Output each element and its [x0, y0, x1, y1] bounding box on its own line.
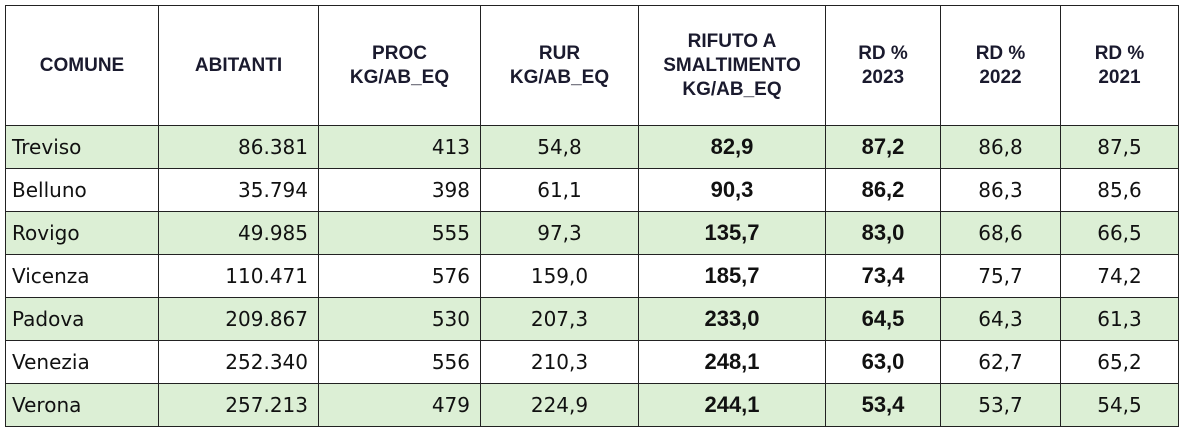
value-cell: 135,7 — [638, 211, 826, 255]
value-cell: 159,0 — [480, 254, 639, 298]
header-text: COMUNE — [39, 54, 125, 76]
header-cell: RIFUTO A SMALTIMENTO KG/AB_EQ — [638, 5, 826, 126]
header-text: KG/AB_EQ — [682, 78, 782, 100]
header-text: RD % — [1094, 42, 1145, 64]
value-cell: 61,3 — [1060, 297, 1179, 341]
value-cell: 207,3 — [480, 297, 639, 341]
value-cell: 65,2 — [1060, 340, 1179, 384]
table-row: Verona 257.213 479 224,9 244,1 53,4 53,7 54,5 — [5, 383, 1179, 427]
value-cell: 233,0 — [638, 297, 826, 341]
value-cell: 68,6 — [940, 211, 1061, 255]
header-cell: PROC KG/AB_EQ — [318, 5, 481, 126]
header-cell: RD % 2021 — [1060, 5, 1179, 126]
header-text: SMALTIMENTO — [663, 54, 801, 76]
header-text: RD % — [975, 42, 1026, 64]
value-cell: 110.471 — [158, 254, 319, 298]
header-text: ABITANTI — [194, 54, 283, 76]
header-cell: RD % 2022 — [940, 5, 1061, 126]
value-cell: 87,2 — [825, 125, 941, 169]
value-cell: 73,4 — [825, 254, 941, 298]
value-cell: 530 — [318, 297, 481, 341]
value-cell: 248,1 — [638, 340, 826, 384]
table-row: Vicenza 110.471 576 159,0 185,7 73,4 75,7 74,2 — [5, 254, 1179, 298]
value-cell: 185,7 — [638, 254, 826, 298]
header-cell: RD % 2023 — [825, 5, 941, 126]
value-cell: 210,3 — [480, 340, 639, 384]
value-cell: 86.381 — [158, 125, 319, 169]
value-cell: 86,3 — [940, 168, 1061, 212]
value-cell: 53,7 — [940, 383, 1061, 427]
city-cell: Rovigo — [5, 211, 159, 255]
value-cell: 576 — [318, 254, 481, 298]
header-row: COMUNE ABITANTI PROC KG/AB_EQ RUR KG/AB_EQ RIF… — [5, 5, 1179, 126]
city-cell: Treviso — [5, 125, 159, 169]
header-text: PROC — [372, 42, 427, 64]
value-cell: 479 — [318, 383, 481, 427]
data-table: COMUNE ABITANTI PROC KG/AB_EQ RUR KG/AB_EQ RIF… — [5, 5, 1179, 427]
city-cell: Padova — [5, 297, 159, 341]
table-row: Padova 209.867 530 207,3 233,0 64,5 64,3 61,3 — [5, 297, 1179, 341]
value-cell: 252.340 — [158, 340, 319, 384]
city-cell: Belluno — [5, 168, 159, 212]
table-body: Treviso 86.381 413 54,8 82,9 87,2 86,8 87,5 Bell… — [5, 125, 1179, 427]
value-cell: 90,3 — [638, 168, 826, 212]
table-row: Treviso 86.381 413 54,8 82,9 87,2 86,8 87,5 — [5, 125, 1179, 169]
value-cell: 63,0 — [825, 340, 941, 384]
value-cell: 85,6 — [1060, 168, 1179, 212]
value-cell: 74,2 — [1060, 254, 1179, 298]
value-cell: 87,5 — [1060, 125, 1179, 169]
value-cell: 86,8 — [940, 125, 1061, 169]
city-cell: Verona — [5, 383, 159, 427]
header-cell: COMUNE — [5, 5, 159, 126]
city-cell: Vicenza — [5, 254, 159, 298]
value-cell: 83,0 — [825, 211, 941, 255]
value-cell: 54,8 — [480, 125, 639, 169]
value-cell: 54,5 — [1060, 383, 1179, 427]
value-cell: 398 — [318, 168, 481, 212]
value-cell: 62,7 — [940, 340, 1061, 384]
value-cell: 35.794 — [158, 168, 319, 212]
value-cell: 53,4 — [825, 383, 941, 427]
header-text: RD % — [858, 42, 908, 64]
value-cell: 86,2 — [825, 168, 941, 212]
header-text: 2021 — [1098, 66, 1141, 88]
value-cell: 82,9 — [638, 125, 826, 169]
value-cell: 209.867 — [158, 297, 319, 341]
value-cell: 75,7 — [940, 254, 1061, 298]
value-cell: 257.213 — [158, 383, 319, 427]
header-text: KG/AB_EQ — [509, 66, 610, 88]
header-cell: RUR KG/AB_EQ — [480, 5, 639, 126]
value-cell: 224,9 — [480, 383, 639, 427]
value-cell: 61,1 — [480, 168, 639, 212]
city-cell: Venezia — [5, 340, 159, 384]
value-cell: 413 — [318, 125, 481, 169]
value-cell: 66,5 — [1060, 211, 1179, 255]
value-cell: 244,1 — [638, 383, 826, 427]
header-text: RUR — [538, 42, 581, 64]
value-cell: 97,3 — [480, 211, 639, 255]
value-cell: 49.985 — [158, 211, 319, 255]
header-text: KG/AB_EQ — [349, 66, 450, 88]
table-row: Belluno 35.794 398 61,1 90,3 86,2 86,3 85,6 — [5, 168, 1179, 212]
header-text: 2022 — [979, 66, 1022, 88]
value-cell: 555 — [318, 211, 481, 255]
table-row: Rovigo 49.985 555 97,3 135,7 83,0 68,6 66,5 — [5, 211, 1179, 255]
value-cell: 64,5 — [825, 297, 941, 341]
value-cell: 556 — [318, 340, 481, 384]
header-text: RIFUTO A — [687, 30, 777, 52]
table-row: Venezia 252.340 556 210,3 248,1 63,0 62,7 65,2 — [5, 340, 1179, 384]
header-text: 2023 — [861, 66, 905, 88]
value-cell: 64,3 — [940, 297, 1061, 341]
header-cell: ABITANTI — [158, 5, 319, 126]
